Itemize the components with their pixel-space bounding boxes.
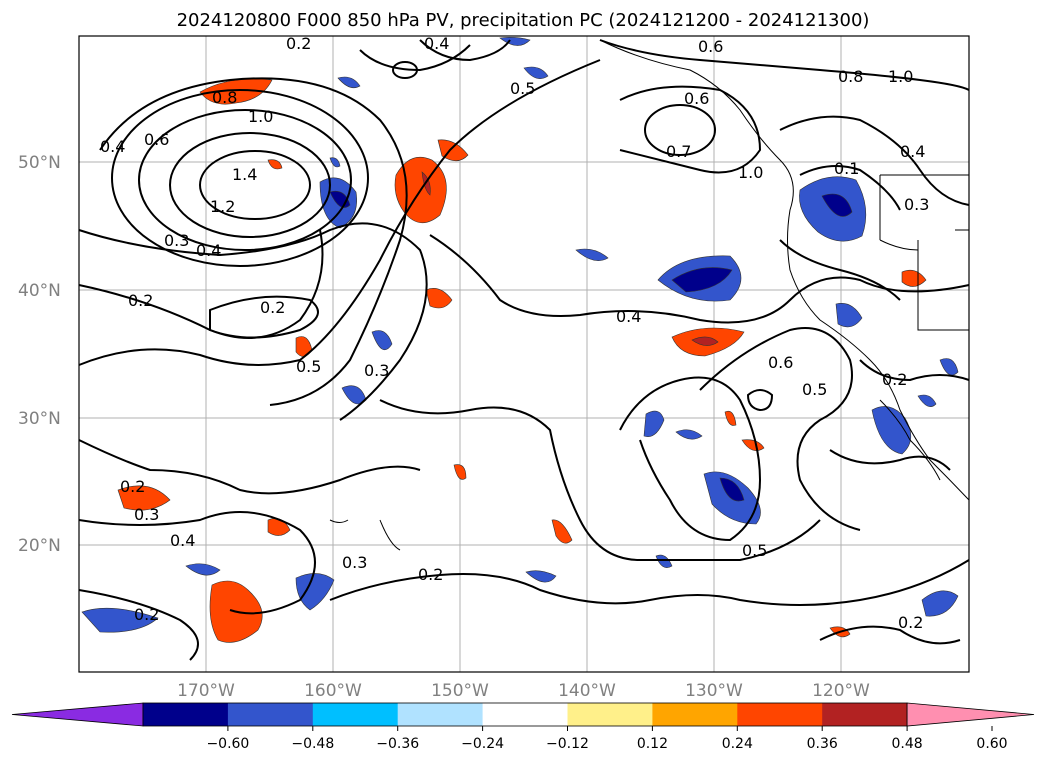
map-panel: 0.2 0.4 0.6 0.8 1.0 1.4 1.2 0.3 0.4 0.2 …	[78, 34, 970, 673]
colorbar-frame	[142, 702, 908, 727]
svg-text:0.8: 0.8	[838, 67, 863, 86]
svg-text:0.4: 0.4	[100, 137, 125, 156]
svg-text:0.7: 0.7	[666, 142, 691, 161]
colorbar-bin	[143, 703, 229, 726]
svg-text:1.0: 1.0	[248, 107, 273, 126]
svg-text:0.5: 0.5	[296, 357, 321, 376]
colorbar-tick-label: −0.24	[461, 736, 504, 752]
svg-text:0.6: 0.6	[768, 353, 793, 372]
svg-text:0.2: 0.2	[418, 565, 443, 584]
svg-text:0.2: 0.2	[286, 34, 311, 53]
colorbar-bin	[312, 703, 399, 726]
colorbar-tick-label: 0.24	[722, 736, 753, 752]
svg-text:0.6: 0.6	[144, 130, 169, 149]
svg-text:0.6: 0.6	[698, 37, 723, 56]
longitude-labels: 170°W 160°W 150°W 140°W 130°W 120°W	[177, 681, 870, 701]
svg-text:0.4: 0.4	[196, 241, 221, 260]
map-frame	[78, 35, 970, 673]
svg-text:1.0: 1.0	[888, 67, 913, 86]
svg-text:0.1: 0.1	[834, 159, 859, 178]
colorbar-bin	[397, 703, 484, 726]
svg-text:0.3: 0.3	[342, 553, 367, 572]
svg-text:0.5: 0.5	[510, 79, 535, 98]
precip-anomalies	[81, 37, 959, 643]
colorbar-bin	[737, 703, 823, 726]
svg-text:0.2: 0.2	[128, 291, 153, 310]
contour-labels: 0.2 0.4 0.6 0.8 1.0 1.4 1.2 0.3 0.4 0.2 …	[100, 34, 929, 632]
svg-text:0.2: 0.2	[898, 613, 923, 632]
svg-text:130°W: 130°W	[685, 681, 743, 701]
svg-text:0.4: 0.4	[170, 531, 195, 550]
svg-text:0.5: 0.5	[742, 541, 767, 560]
colorbar-tick-label: −0.36	[376, 736, 419, 752]
svg-text:0.3: 0.3	[134, 505, 159, 524]
svg-text:160°W: 160°W	[304, 681, 362, 701]
svg-text:0.3: 0.3	[904, 195, 929, 214]
colorbar-extend-min	[11, 702, 144, 727]
svg-text:1.2: 1.2	[210, 197, 235, 216]
colorbar: −0.60 −0.48 −0.36 −0.24 −0.12 0.12 0.24 0.36 0.4…	[11, 702, 1035, 752]
colorbar-bin	[652, 703, 738, 726]
pv-contours	[78, 39, 970, 661]
colorbar-bin	[482, 703, 568, 726]
svg-text:0.4: 0.4	[616, 307, 641, 326]
colorbar-tick-label: −0.60	[206, 736, 249, 752]
svg-text:0.3: 0.3	[364, 361, 389, 380]
svg-text:1.4: 1.4	[232, 165, 257, 184]
svg-text:1.0: 1.0	[738, 163, 763, 182]
map-title: 2024120800 F000 850 hPa PV, precipitatio…	[177, 10, 870, 31]
colorbar-tick-label: −0.48	[291, 736, 334, 752]
svg-text:0.4: 0.4	[900, 142, 925, 161]
svg-text:40°N: 40°N	[18, 281, 61, 301]
svg-text:120°W: 120°W	[812, 681, 870, 701]
svg-text:0.8: 0.8	[212, 88, 237, 107]
colorbar-tick-label: 0.12	[637, 736, 668, 752]
svg-text:0.5: 0.5	[802, 380, 827, 399]
svg-text:0.2: 0.2	[882, 370, 907, 389]
colorbar-tick-label: 0.36	[807, 736, 838, 752]
svg-text:0.3: 0.3	[164, 231, 189, 250]
svg-text:140°W: 140°W	[558, 681, 616, 701]
svg-text:0.2: 0.2	[134, 605, 159, 624]
svg-text:50°N: 50°N	[18, 153, 61, 173]
colorbar-tick-label: 0.48	[892, 736, 923, 752]
latitude-labels: 50°N 40°N 30°N 20°N	[18, 153, 61, 556]
colorbar-bin	[227, 703, 314, 726]
svg-text:20°N: 20°N	[18, 536, 61, 556]
colorbar-bin	[822, 703, 908, 726]
svg-text:0.6: 0.6	[684, 89, 709, 108]
colorbar-tick-label: 0.60	[976, 736, 1007, 752]
svg-text:150°W: 150°W	[431, 681, 489, 701]
colorbar-tick-label: −0.12	[546, 736, 589, 752]
svg-text:0.4: 0.4	[424, 34, 449, 53]
svg-text:0.2: 0.2	[260, 298, 285, 317]
svg-text:0.2: 0.2	[120, 477, 145, 496]
svg-text:30°N: 30°N	[18, 409, 61, 429]
colorbar-extend-max	[906, 702, 1035, 727]
coastlines	[329, 39, 970, 551]
colorbar-bin	[567, 703, 653, 726]
svg-text:170°W: 170°W	[177, 681, 235, 701]
